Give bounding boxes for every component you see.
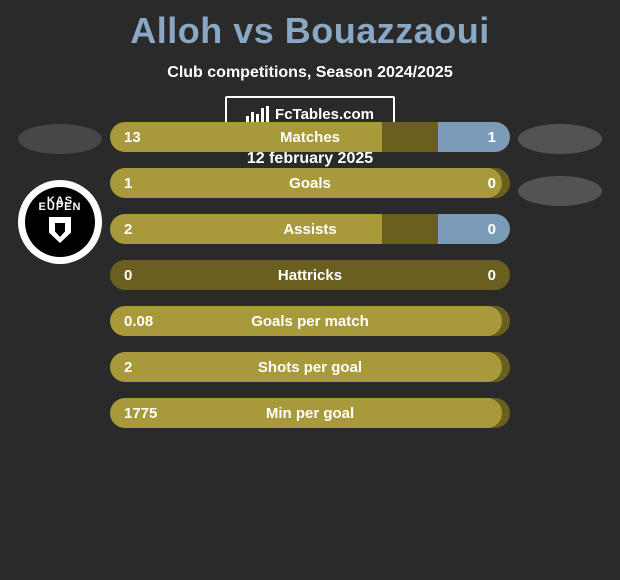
bar-fill-right bbox=[438, 122, 510, 152]
ellipse-icon bbox=[518, 176, 602, 206]
bar-value-left: 2 bbox=[124, 359, 132, 376]
club-text-bottom: EUPEN bbox=[39, 201, 82, 213]
bar-fill-left bbox=[110, 122, 382, 152]
left-club-logo: KAS EUPEN bbox=[18, 180, 102, 264]
ellipse-icon bbox=[18, 124, 102, 154]
bar-label: Assists bbox=[283, 221, 336, 238]
bar-value-right: 0 bbox=[488, 175, 496, 192]
bar-label: Goals bbox=[289, 175, 331, 192]
right-player-placeholder-2 bbox=[518, 176, 602, 260]
bar-value-left: 1 bbox=[124, 175, 132, 192]
bar-value-left: 1775 bbox=[124, 405, 157, 422]
bar-label: Shots per goal bbox=[258, 359, 362, 376]
bar-label: Goals per match bbox=[251, 313, 369, 330]
bar-value-right: 0 bbox=[488, 221, 496, 238]
bar-value-left: 2 bbox=[124, 221, 132, 238]
stat-bar: 1 0 Goals bbox=[110, 168, 510, 198]
bar-label: Hattricks bbox=[278, 267, 342, 284]
stat-bar: 1775 Min per goal bbox=[110, 398, 510, 428]
subtitle: Club competitions, Season 2024/2025 bbox=[0, 64, 620, 82]
stat-bar: 13 1 Matches bbox=[110, 122, 510, 152]
page-title: Alloh vs Bouazzaoui bbox=[0, 0, 620, 52]
bar-value-left: 13 bbox=[124, 129, 141, 146]
stat-bar: 2 Shots per goal bbox=[110, 352, 510, 382]
bar-label: Matches bbox=[280, 129, 340, 146]
stat-bar: 0 0 Hattricks bbox=[110, 260, 510, 290]
stats-bars: 13 1 Matches 1 0 Goals 2 0 Assists 0 0 Hattricks 0.0… bbox=[110, 122, 510, 444]
bars-icon bbox=[246, 106, 269, 122]
brand-text: FcTables.com bbox=[275, 106, 374, 123]
bar-fill-right bbox=[438, 214, 510, 244]
bar-label: Min per goal bbox=[266, 405, 354, 422]
stat-bar: 0.08 Goals per match bbox=[110, 306, 510, 336]
bar-value-left: 0.08 bbox=[124, 313, 153, 330]
stat-bar: 2 0 Assists bbox=[110, 214, 510, 244]
bar-fill-left bbox=[110, 214, 382, 244]
bar-value-right: 0 bbox=[488, 267, 496, 284]
bar-value-left: 0 bbox=[124, 267, 132, 284]
bar-value-right: 1 bbox=[488, 129, 496, 146]
shield-icon bbox=[49, 217, 71, 243]
ellipse-icon bbox=[518, 124, 602, 154]
